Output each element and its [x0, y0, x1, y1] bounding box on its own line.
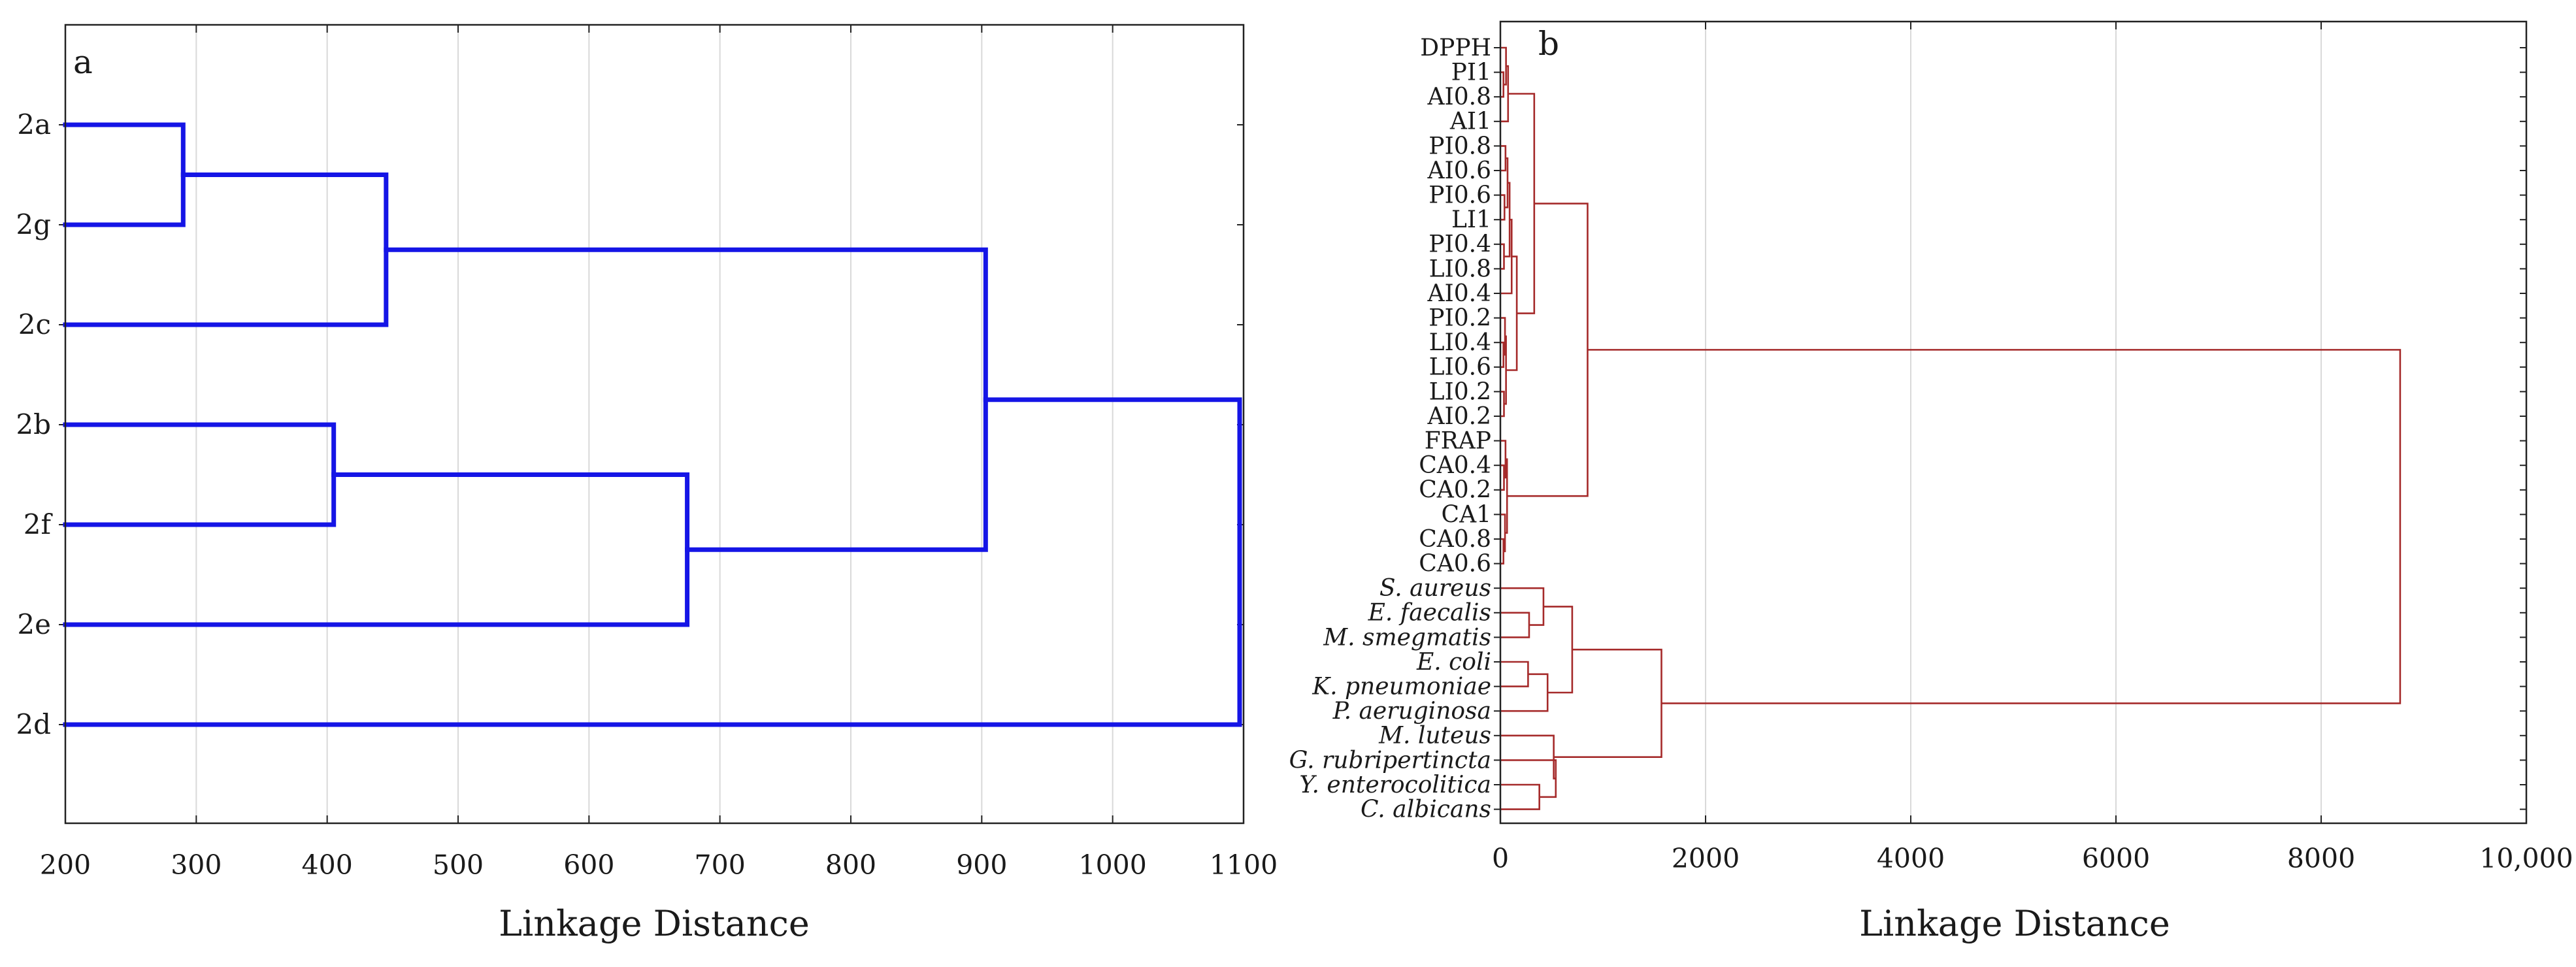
- panel-a-x-tick-label: 300: [171, 849, 222, 881]
- leaf-label-ca0-2: CA0.2: [1419, 477, 1491, 504]
- link-b11: [1500, 317, 1506, 356]
- leaf-label-pi0-4: PI0.4: [1428, 231, 1491, 258]
- leaf-label-ca0-6: CA0.6: [1419, 550, 1491, 577]
- panel-b-x-axis-title: Linkage Distance: [1859, 903, 2170, 944]
- leaf-label-ai0-4: AI0.4: [1427, 280, 1491, 307]
- leaf-label-ai1: AI1: [1449, 108, 1491, 135]
- panel-b-x-tick-label: 2000: [1672, 843, 1740, 874]
- leaf-label-g-rubripertincta: G. rubripertincta: [1289, 747, 1491, 774]
- panel-b-x-tick-label: 0: [1492, 843, 1509, 874]
- panel-a-x-tick-label: 900: [956, 849, 1007, 881]
- leaf-label-2a: 2a: [17, 108, 51, 140]
- link-b19: [1500, 514, 1506, 553]
- panel-a-x-tick-label: 200: [40, 849, 91, 881]
- panel-a-x-tick-label: 400: [302, 849, 353, 881]
- leaf-label-2b: 2b: [16, 408, 51, 440]
- panel-b-x-tick-label: 8000: [2287, 843, 2355, 874]
- leaf-label-pi0-8: PI0.8: [1428, 133, 1491, 159]
- link-a6: [63, 397, 1242, 727]
- leaf-label-ai0-6: AI0.6: [1427, 157, 1491, 184]
- leaf-label-pi0-6: PI0.6: [1428, 182, 1491, 208]
- panel-b-tag: b: [1538, 25, 1559, 63]
- leaf-label-2g: 2g: [16, 208, 51, 240]
- panel-a-dendrogram: 200 300 400 500 600 700 800 900 1000 1100 2a2g2c2…: [16, 24, 1278, 944]
- leaf-label-frap: FRAP: [1425, 427, 1491, 454]
- link-b31: [1587, 349, 2402, 704]
- leaf-label-k-pneumoniae: K. pneumoniae: [1312, 673, 1491, 700]
- leaf-label-m-luteus: M. luteus: [1378, 723, 1491, 749]
- panel-a-x-tick-label: 500: [433, 849, 484, 881]
- leaf-label-ca1: CA1: [1442, 501, 1491, 528]
- leaf-label-2d: 2d: [16, 708, 51, 740]
- leaf-label-2c: 2c: [18, 308, 51, 340]
- panel-b-leaf-labels: DPPHPI1AI0.8AI1PI0.8AI0.6PI0.6LI1PI0.4LI…: [1289, 35, 1491, 823]
- leaf-label-li0-6: LI0.6: [1429, 354, 1491, 381]
- leaf-label-2e: 2e: [17, 608, 51, 640]
- panel-b-x-tick-label: 4000: [1877, 843, 1945, 874]
- leaf-label-e-coli: E. coli: [1416, 649, 1491, 676]
- leaf-label-pi0-2: PI0.2: [1428, 304, 1491, 331]
- panel-b-x-ticks: 0 2000 4000 6000 8000 10,000: [1492, 22, 2573, 874]
- leaf-label-p-aeruginosa: P. aeruginosa: [1332, 698, 1491, 725]
- leaf-label-pi1: PI1: [1451, 59, 1491, 86]
- leaf-label-2f: 2f: [24, 508, 54, 540]
- leaf-label-e-faecalis: E. faecalis: [1368, 600, 1491, 627]
- leaf-label-s-aureus: S. aureus: [1379, 575, 1491, 602]
- panel-a-x-tick-label: 600: [563, 849, 614, 881]
- panel-b-dendrogram: 0 2000 4000 6000 8000 10,000 DPPHPI1AI0.8AI1P…: [1289, 20, 2573, 944]
- panel-a-x-tick-label: 1100: [1210, 849, 1278, 881]
- panel-a-tag: a: [73, 43, 93, 81]
- panel-b-x-tick-label: 6000: [2082, 843, 2150, 874]
- panel-b-x-tick-label: 10,000: [2479, 843, 2573, 874]
- panel-a-x-tick-label: 700: [695, 849, 746, 881]
- panel-a-frame: [64, 24, 1245, 825]
- leaf-label-ca0-8: CA0.8: [1419, 526, 1491, 553]
- panel-b-linkage-lines: [1500, 46, 2402, 810]
- panel-b-frame: [1499, 20, 2528, 825]
- leaf-label-c-albicans: C. albicans: [1361, 796, 1491, 823]
- panel-a-linkage-lines: [63, 122, 1242, 727]
- leaf-label-li1: LI1: [1451, 206, 1491, 233]
- leaf-label-m-smegmatis: M. smegmatis: [1323, 624, 1491, 651]
- panel-a-x-axis-title: Linkage Distance: [499, 903, 810, 944]
- panel-a-gridlines: [195, 25, 1114, 823]
- leaf-label-ca0-4: CA0.4: [1419, 452, 1491, 479]
- link-b3: [1500, 65, 1510, 123]
- leaf-label-dpph: DPPH: [1420, 35, 1491, 61]
- leaf-label-ai0-8: AI0.8: [1427, 84, 1491, 110]
- panel-b-gridlines: [1705, 22, 2322, 823]
- panel-a-x-tick-label: 800: [825, 849, 876, 881]
- leaf-label-y-enterocolitica: Y. enterocolitica: [1299, 772, 1491, 798]
- leaf-label-li0-2: LI0.2: [1429, 378, 1491, 405]
- leaf-label-li0-4: LI0.4: [1429, 329, 1491, 356]
- panel-a-x-ticks: 200 300 400 500 600 700 800 900 1000 1100: [40, 25, 1278, 881]
- panel-a-x-tick-label: 1000: [1078, 849, 1146, 881]
- leaf-label-ai0-2: AI0.2: [1427, 403, 1491, 430]
- panel-a-leaf-labels: 2a 2g 2c 2b 2f 2e 2d: [16, 108, 53, 740]
- leaf-label-li0-8: LI0.8: [1429, 255, 1491, 282]
